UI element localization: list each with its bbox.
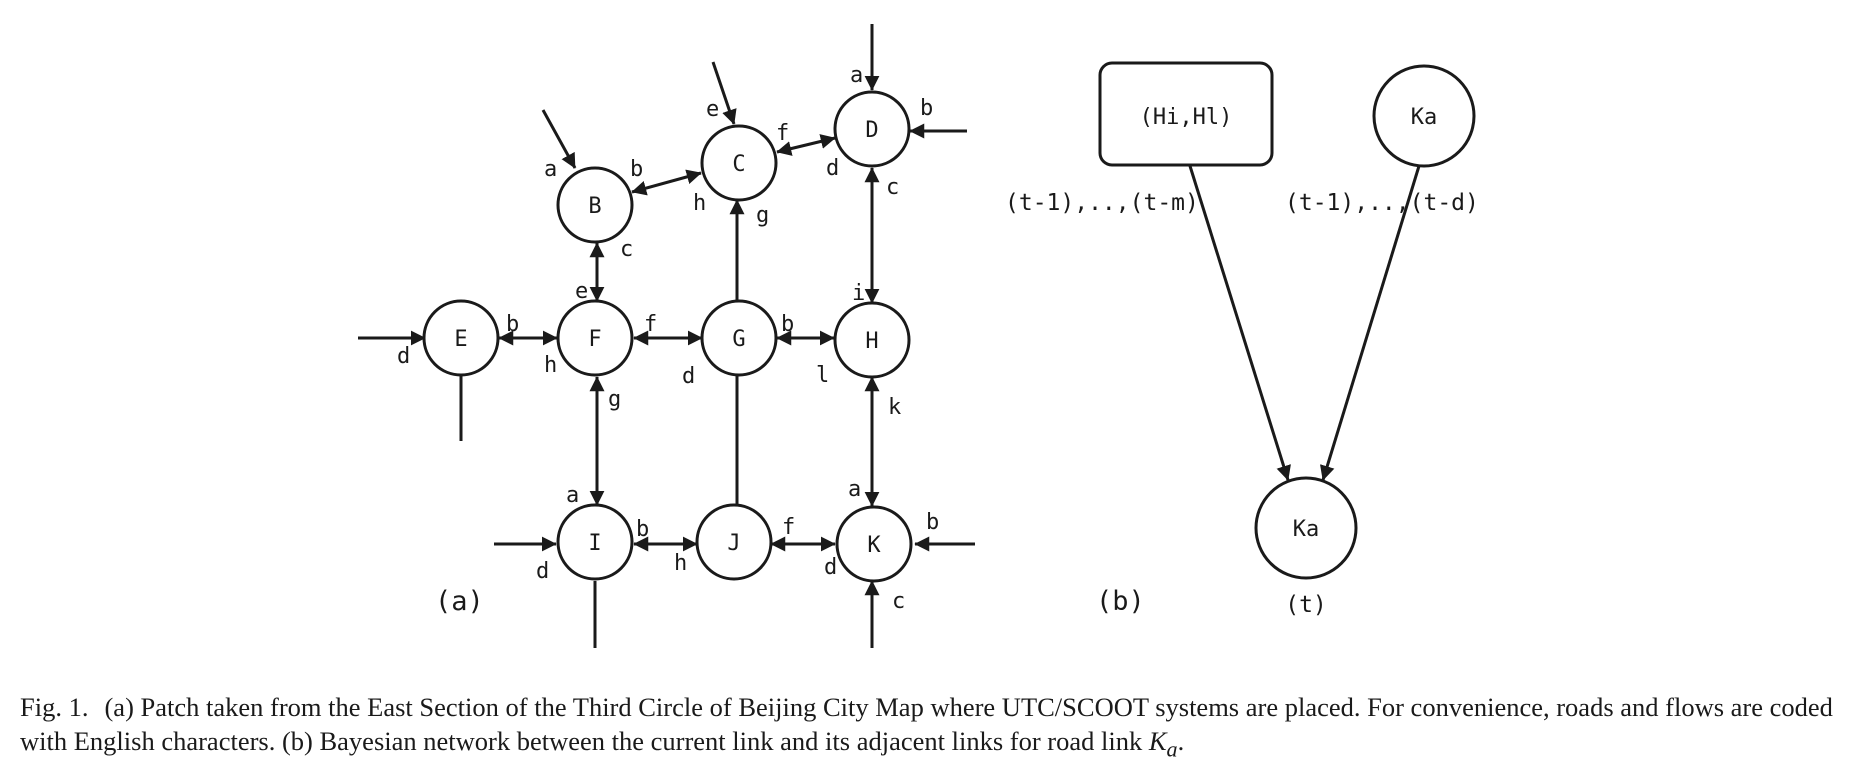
bn-top-circle-label: Ka: [1411, 105, 1438, 130]
node-e-label: E: [454, 327, 467, 352]
node-h-label: H: [865, 329, 878, 354]
port-label-c-f: f: [776, 121, 789, 146]
caption-math-var: K: [1149, 726, 1167, 756]
bn-right-time-range: (t-1),..,(t-d): [1285, 190, 1479, 216]
caption-text: (a) Patch taken from the East Section of…: [20, 692, 1833, 756]
port-label-e-d: d: [397, 344, 410, 369]
port-label-f-h: h: [544, 353, 557, 378]
port-label-k-d: d: [824, 555, 837, 580]
node-i-label: I: [588, 531, 601, 556]
port-label-f-g: g: [608, 387, 621, 412]
node-h: H: [835, 303, 909, 377]
port-label-b-c: c: [620, 237, 633, 262]
port-label-b-b: b: [630, 157, 643, 182]
figure-diagram: B C D E F G H I J K a b c e f h g a b d …: [0, 0, 1856, 680]
node-b-label: B: [588, 194, 601, 219]
port-label-f-e: e: [575, 279, 588, 304]
port-label-i-a: a: [566, 483, 579, 508]
port-label-i-d: d: [536, 559, 549, 584]
bn-target-time: (t): [1285, 592, 1327, 618]
panel-b-label: (b): [1096, 586, 1145, 617]
caption-prefix: Fig. 1.: [20, 692, 88, 722]
port-label-d-c: c: [886, 175, 899, 200]
node-j-label: J: [727, 531, 740, 556]
node-d-label: D: [865, 118, 878, 143]
port-label-g-d: d: [682, 364, 695, 389]
port-label-b-a: a: [544, 157, 557, 182]
port-label-c-h: h: [693, 191, 706, 216]
port-label-c-g: g: [756, 203, 769, 228]
port-label-f-f: f: [644, 312, 657, 337]
bn-box-label: (Hi,Hl): [1140, 105, 1233, 130]
node-f-label: F: [588, 327, 601, 352]
port-label-i-b: b: [636, 517, 649, 542]
node-b: B: [558, 168, 632, 242]
panel-a-label: (a): [435, 586, 484, 617]
port-label-k-a: a: [848, 477, 861, 502]
bn-left-time-range: (t-1),..,(t-m): [1005, 190, 1199, 216]
panel-b: (Hi,Hl) Ka (t-1),..,(t-m) (t-1),..,(t-d)…: [1005, 63, 1479, 618]
port-label-h-i: i: [852, 281, 865, 306]
port-label-d-d: d: [826, 156, 839, 181]
bn-edge-box-to-target: [1190, 166, 1288, 480]
node-d: D: [835, 92, 909, 166]
port-label-k-b: b: [926, 510, 939, 535]
node-k: K: [837, 507, 911, 581]
port-label-h-l: l: [816, 363, 829, 388]
port-label-c-e: e: [706, 97, 719, 122]
node-j: J: [697, 505, 771, 579]
port-label-d-a: a: [850, 63, 863, 88]
port-label-d-b: b: [920, 96, 933, 121]
port-label-i-h: h: [674, 551, 687, 576]
port-label-g-b: b: [781, 312, 794, 337]
node-g: G: [702, 301, 776, 375]
port-label-h-k: k: [888, 395, 901, 420]
node-e: E: [424, 301, 498, 375]
port-label-k-c: c: [892, 589, 905, 614]
node-c: C: [702, 126, 776, 200]
caption-math-sub: a: [1167, 736, 1178, 761]
node-f: F: [558, 301, 632, 375]
port-label-e-b: b: [506, 312, 519, 337]
bn-target-label: Ka: [1293, 517, 1320, 542]
port-label-j-f: f: [782, 515, 795, 540]
node-k-label: K: [867, 533, 881, 558]
node-i: I: [558, 505, 632, 579]
node-g-label: G: [732, 327, 745, 352]
caption-end: .: [1178, 726, 1185, 756]
figure-caption: Fig. 1. (a) Patch taken from the East Sec…: [20, 690, 1840, 766]
node-c-label: C: [732, 152, 745, 177]
